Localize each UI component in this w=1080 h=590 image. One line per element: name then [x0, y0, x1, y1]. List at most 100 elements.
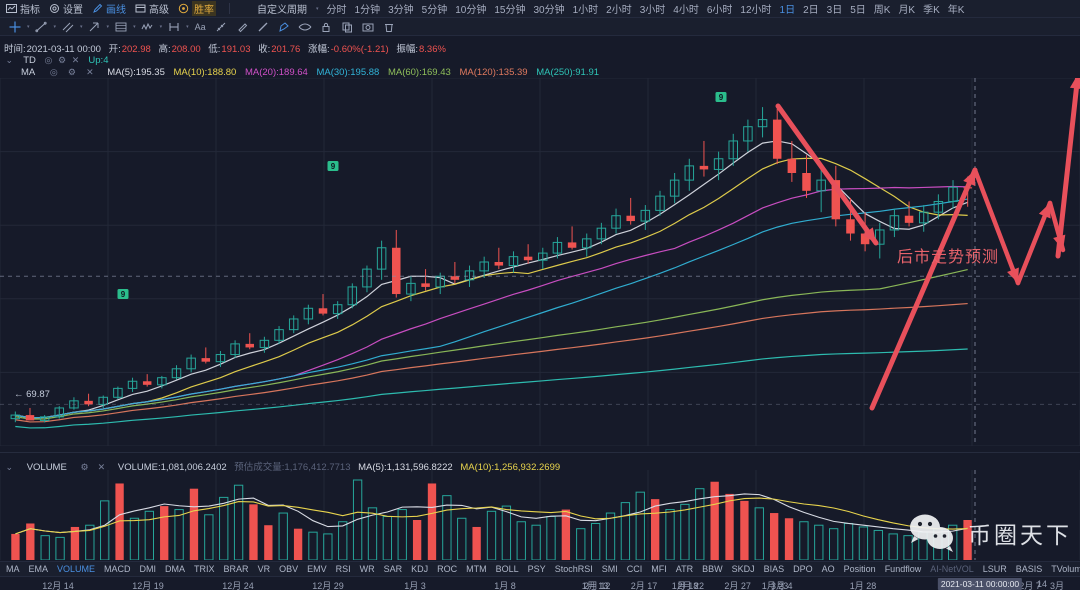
indicator-tab-bbw[interactable]: BBW [702, 564, 723, 574]
close-icon-vol[interactable]: ✕ [97, 462, 106, 472]
period-1d[interactable]: 1日 [779, 5, 796, 16]
period-quarter[interactable]: 季K [923, 5, 940, 16]
toolbar-item-settings[interactable]: 设置 [49, 1, 83, 16]
period-month[interactable]: 月K [898, 5, 916, 16]
period-2d[interactable]: 2日 [803, 5, 819, 16]
indicator-tab-dpo[interactable]: DPO [793, 564, 813, 574]
indicator-tab-vr[interactable]: VR [257, 564, 271, 574]
indicator-tab-mfi[interactable]: MFI [651, 564, 667, 574]
chevron-down-icon-4[interactable]: ▾ [106, 23, 110, 30]
toolbar-item-indicator[interactable]: 指标 [6, 1, 40, 16]
eraser-icon[interactable] [233, 19, 252, 34]
period-5m[interactable]: 5分钟 [421, 5, 448, 16]
indicator-tab-dma[interactable]: DMA [165, 564, 186, 574]
period-week[interactable]: 周K [873, 5, 891, 16]
period-3h[interactable]: 3小时 [639, 5, 666, 16]
measure-icon[interactable] [212, 19, 231, 34]
period-fenshi[interactable]: 分时 [326, 5, 347, 16]
ruler-icon[interactable] [254, 19, 273, 34]
indicator-tab-atr[interactable]: ATR [675, 564, 694, 574]
settings-icon-ma[interactable]: ⚙ [67, 67, 76, 77]
camera-icon[interactable] [359, 19, 378, 34]
period-15m[interactable]: 15分钟 [494, 5, 526, 16]
horizontal-ray-icon[interactable] [164, 19, 183, 34]
indicator-tab-psy[interactable]: PSY [527, 564, 546, 574]
price-chart-pane[interactable]: 99913247.04 →← 69.87 [0, 78, 1080, 446]
eye-icon-ma[interactable]: ◎ [49, 67, 58, 77]
visibility-icon[interactable] [296, 19, 315, 34]
indicator-tab-brar[interactable]: BRAR [223, 564, 249, 574]
chevron-down-icon-3[interactable]: ▾ [80, 23, 83, 30]
trash-icon[interactable] [380, 19, 399, 34]
indicator-tab-basis[interactable]: BASIS [1015, 564, 1043, 574]
period-5d[interactable]: 5日 [850, 5, 866, 16]
close-icon-ma[interactable]: ✕ [86, 67, 94, 77]
crosshair-cursor-icon[interactable] [5, 19, 24, 34]
chevron-down-icon-7[interactable]: ▾ [186, 23, 189, 30]
volume-chart-pane[interactable] [0, 470, 1080, 560]
eye-icon-td[interactable]: ◎ [44, 55, 53, 65]
indicator-tab-kdj[interactable]: KDJ [411, 564, 429, 574]
period-custom-label[interactable]: 自定义周期 [257, 5, 307, 16]
text-annotation-icon[interactable]: Aa [194, 21, 206, 32]
lock-icon[interactable] [317, 19, 336, 34]
chevron-down-icon-6[interactable]: ▾ [159, 23, 163, 30]
indicator-tab-emv[interactable]: EMV [307, 564, 327, 574]
date-axis[interactable]: 12月 14 12月 19 12月 24 12月 29 1月 3 1月 8 1月 13 1月 … [0, 576, 1080, 590]
indicator-tab-dmi[interactable]: DMI [139, 564, 157, 574]
elliott-wave-icon[interactable] [138, 19, 157, 34]
indicator-tab-macd[interactable]: MACD [104, 564, 131, 574]
period-10m[interactable]: 10分钟 [455, 5, 487, 16]
trend-line-icon[interactable] [32, 19, 51, 34]
period-1h[interactable]: 1小时 [572, 5, 599, 16]
period-3d[interactable]: 3日 [826, 5, 843, 16]
indicator-tab-mtm[interactable]: MTM [466, 564, 487, 574]
indicator-tab-boll[interactable]: BOLL [495, 564, 519, 574]
indicator-tab-roc[interactable]: ROC [437, 564, 458, 574]
period-4h[interactable]: 4小时 [673, 5, 699, 16]
collapse-chevron-icon[interactable]: ⌄ [5, 55, 14, 65]
fib-retracement-icon[interactable] [111, 19, 130, 34]
indicator-tab-sar[interactable]: SAR [383, 564, 403, 574]
copy-icon[interactable] [338, 19, 357, 34]
period-year[interactable]: 年K [947, 5, 965, 16]
toolbar-item-advanced[interactable]: 高级 [135, 1, 169, 16]
period-1m[interactable]: 1分钟 [354, 5, 381, 16]
indicator-tab-wr[interactable]: WR [359, 564, 375, 574]
period-6h[interactable]: 6小时 [706, 5, 733, 16]
indicator-tab-cci[interactable]: CCI [626, 564, 643, 574]
indicator-tab-skdj[interactable]: SKDJ [731, 564, 755, 574]
indicator-tab-trix[interactable]: TRIX [194, 564, 215, 574]
magnet-icon[interactable] [275, 19, 294, 34]
indicator-tab-ema[interactable]: EMA [28, 564, 49, 574]
close-icon-td[interactable]: ✕ [71, 55, 80, 65]
indicator-tab-fundflow[interactable]: Fundflow [884, 564, 922, 574]
chevron-down-icon-5[interactable]: ▾ [133, 23, 136, 30]
indicator-tab-smi[interactable]: SMI [601, 564, 618, 574]
chevron-down-icon-2[interactable]: ▾ [53, 23, 57, 30]
indicator-tab-obv[interactable]: OBV [279, 564, 299, 574]
toolbar-item-winrate[interactable]: 胜率 [178, 1, 216, 16]
toolbar-item-draw[interactable]: 画线 [92, 1, 126, 16]
collapse-chevron-icon-vol[interactable]: ⌄ [5, 462, 14, 472]
chevron-down-icon[interactable]: ▾ [316, 5, 319, 12]
parallel-channel-icon[interactable] [58, 19, 77, 34]
indicator-tab-ma[interactable]: MA [6, 564, 20, 574]
indicator-tab-volume[interactable]: VOLUME [57, 564, 96, 574]
period-2h[interactable]: 2小时 [606, 5, 632, 16]
indicator-tab-position[interactable]: Position [843, 564, 876, 574]
period-3m[interactable]: 3分钟 [388, 5, 414, 16]
indicator-tab-bias[interactable]: BIAS [763, 564, 785, 574]
chevron-down-icon-1[interactable]: ▾ [27, 23, 30, 30]
settings-icon-vol[interactable]: ⚙ [80, 462, 89, 472]
indicator-tab-lsur[interactable]: LSUR [982, 564, 1007, 574]
indicator-tab-stochrsi[interactable]: StochRSI [554, 564, 593, 574]
period-30m[interactable]: 30分钟 [533, 5, 565, 16]
indicator-tab-rsi[interactable]: RSI [335, 564, 351, 574]
indicator-tab-ao[interactable]: AO [821, 564, 835, 574]
settings-icon-td[interactable]: ⚙ [58, 55, 67, 65]
period-12h[interactable]: 12小时 [740, 5, 772, 16]
indicator-tab-tvolume[interactable]: TVolume [1051, 564, 1080, 574]
indicator-tab-ai-netvol[interactable]: AI-NetVOL [930, 564, 974, 574]
pitchfork-icon[interactable] [85, 19, 104, 34]
